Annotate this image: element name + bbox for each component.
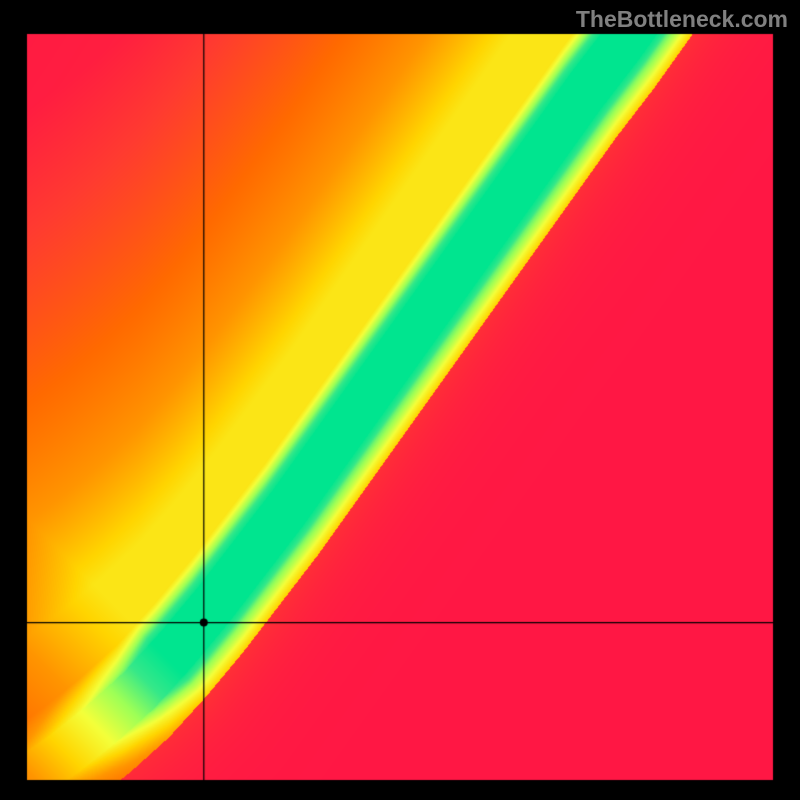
chart-container: TheBottleneck.com	[0, 0, 800, 800]
watermark-label: TheBottleneck.com	[576, 6, 788, 33]
heatmap-canvas	[0, 0, 800, 800]
